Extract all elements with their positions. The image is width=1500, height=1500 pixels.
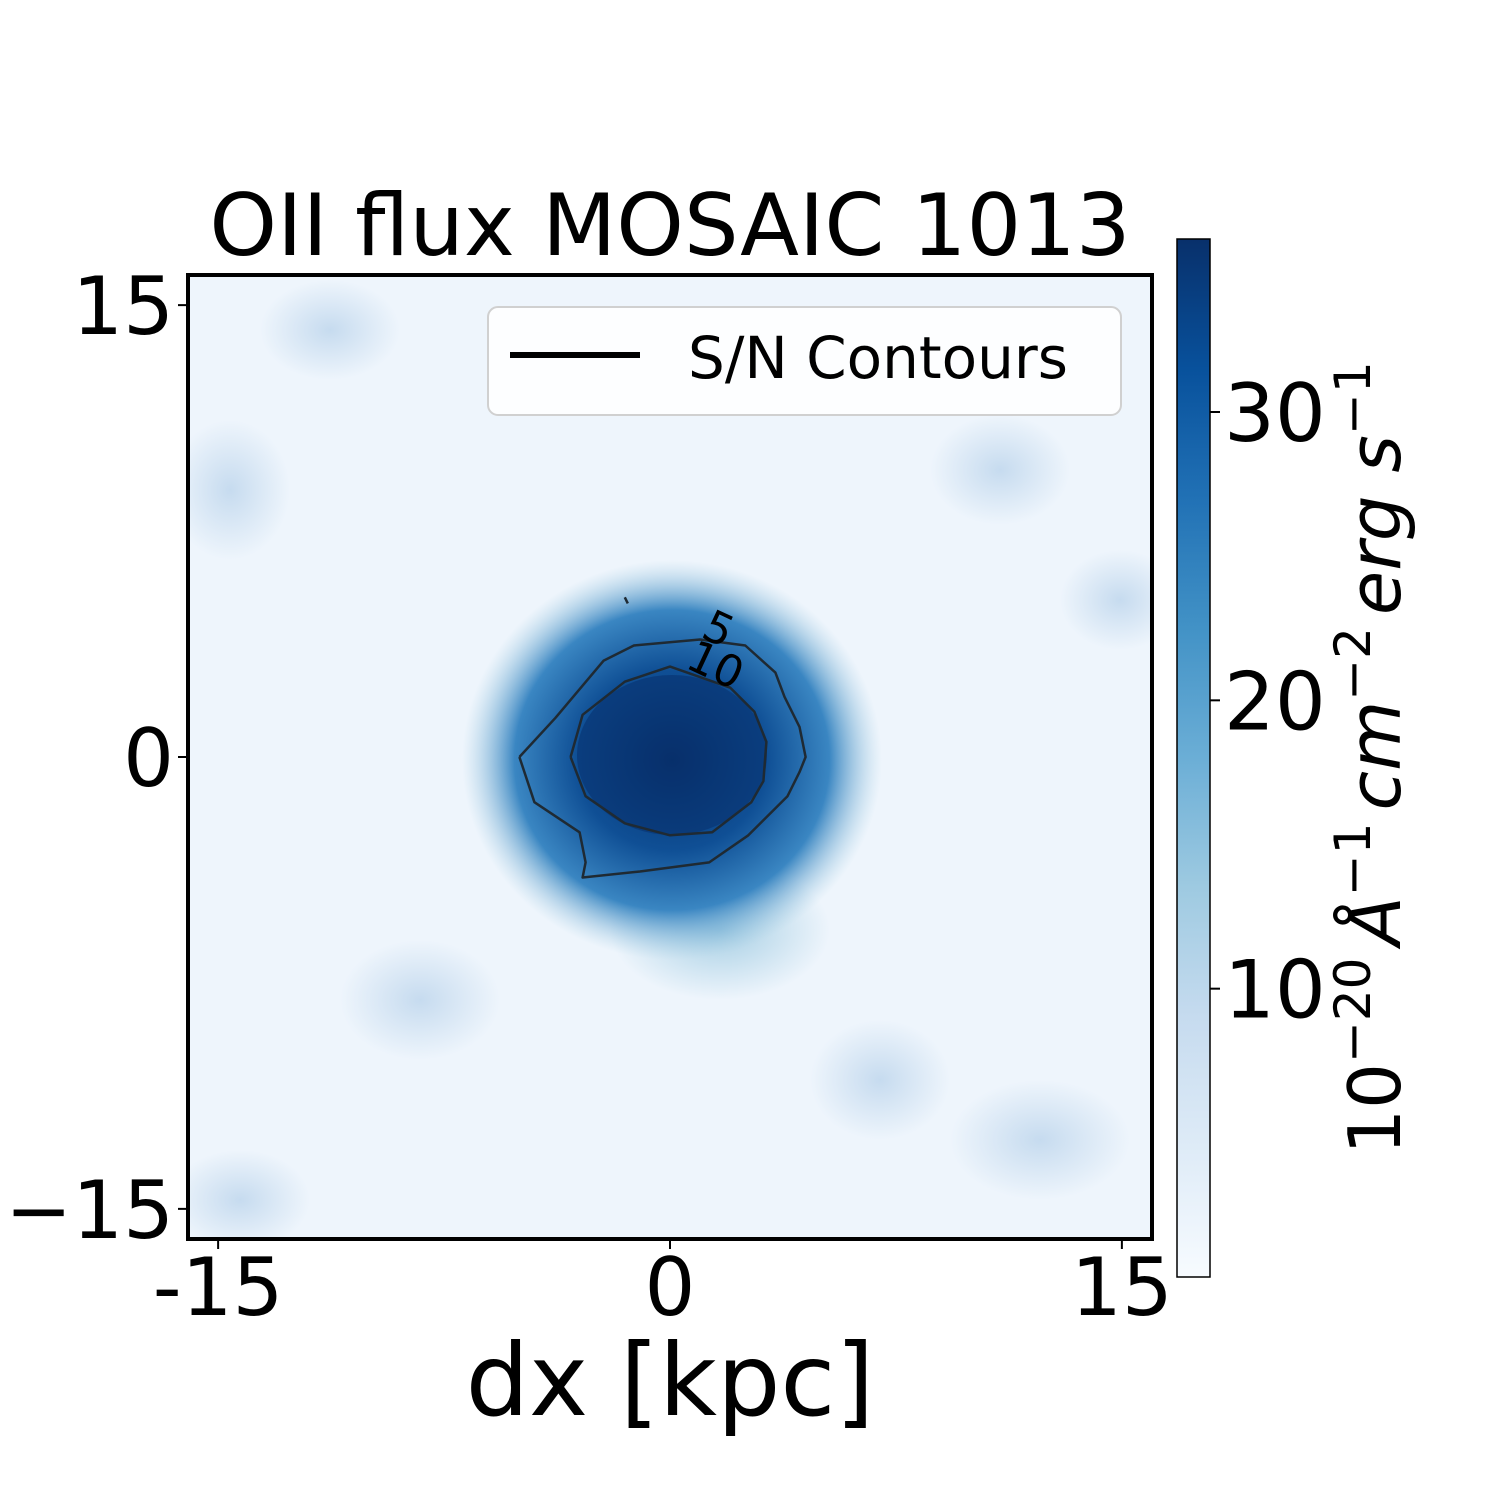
colorbar-label-exp1: −20 [1324, 958, 1382, 1064]
colorbar-label-exp3: −2 [1324, 627, 1382, 701]
svg-text:10−20Å−1cm−2erg s−1: 10−20Å−1cm−2erg s−1 [1324, 361, 1417, 1154]
colorbar [1176, 238, 1211, 1278]
contour-line-5 [623, 596, 629, 604]
legend-label: S/N Contours [688, 324, 1068, 392]
contour-line-10 [569, 665, 768, 837]
noise-patch [188, 1150, 310, 1239]
noise-patch [810, 1020, 950, 1140]
colorbar-label: 10−20Å−1cm−2erg s−1 [1324, 361, 1417, 1154]
colorbar-tick-label: 10 [1224, 944, 1326, 1037]
x-axis-label: dx [kpc] [466, 1322, 875, 1439]
y-tick-label: −15 [5, 1164, 174, 1257]
noise-patch [950, 1080, 1130, 1200]
colorbar-tick-label: 20 [1224, 655, 1326, 748]
y-tick-label: 0 [123, 712, 174, 805]
noise-patch [1060, 550, 1152, 650]
x-axis: -15 0 15 [153, 1239, 1173, 1334]
colorbar-label-unit2: cm [1333, 701, 1417, 811]
colorbar-label-exp2: −1 [1324, 823, 1382, 897]
noise-patch [188, 420, 290, 560]
x-tick-label: -15 [153, 1241, 284, 1334]
contour-line-5 [518, 638, 807, 879]
y-axis: 15 0 −15 [5, 260, 188, 1257]
legend: S/N Contours [487, 306, 1122, 416]
y-tick-label: 15 [72, 260, 174, 353]
legend-box [487, 306, 1122, 416]
colorbar-label-exp4: −1 [1324, 361, 1382, 435]
x-tick-label: 0 [645, 1241, 696, 1334]
colorbar-tick-label: 30 [1224, 367, 1326, 460]
chart-title: OII flux MOSAIC 1013 [209, 176, 1130, 276]
noise-patch [340, 940, 500, 1060]
noise-patch [260, 280, 400, 380]
colorbar-label-unit1: Å [1333, 896, 1417, 949]
noise-patch [930, 415, 1070, 525]
heatmap-image [188, 275, 1152, 1239]
colorbar-axis: 10 20 30 [1210, 367, 1326, 1037]
colorbar-label-base: 10 [1333, 1063, 1417, 1155]
x-tick-label: 15 [1071, 1241, 1173, 1334]
emission-core [577, 675, 767, 835]
colorbar-label-unit3: erg s [1333, 435, 1417, 615]
